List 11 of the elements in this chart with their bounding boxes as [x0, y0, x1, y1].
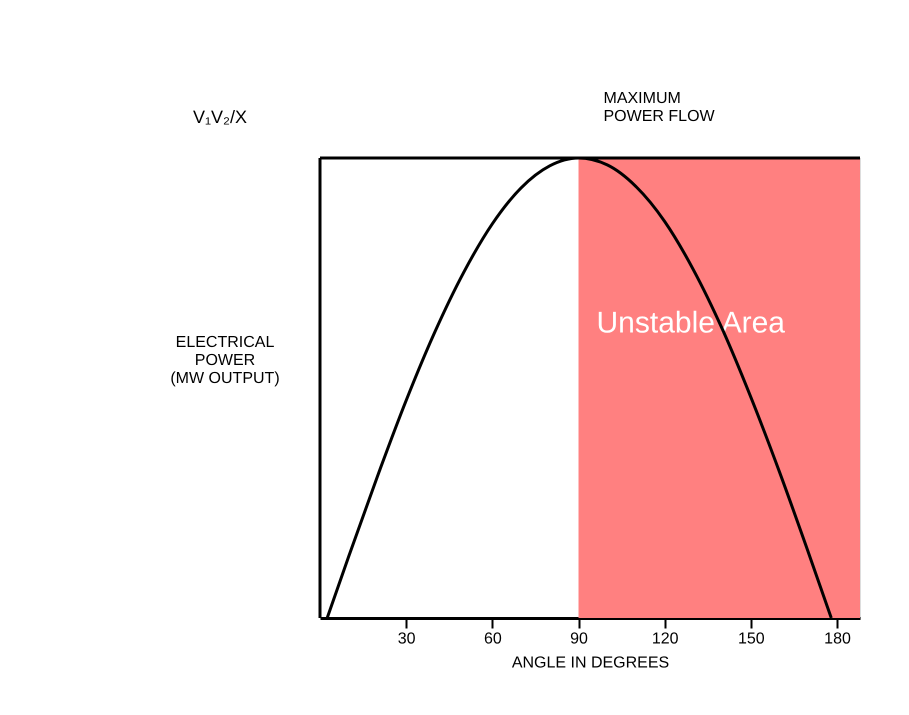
x-tick-label: 90: [570, 630, 588, 648]
x-axis-title: ANGLE IN DEGREES: [512, 654, 670, 672]
x-tick-label: 30: [398, 630, 416, 648]
ref-line-label: V₁V₂/X: [192, 107, 248, 127]
x-tick-label: 120: [652, 630, 679, 648]
annotation: MAXIMUM POWER FLOW: [604, 90, 716, 125]
x-tick-label: 150: [738, 630, 765, 648]
y-axis-title: ELECTRICAL POWER (MW OUTPUT): [170, 334, 280, 387]
band-label: Unstable Area: [596, 306, 786, 340]
x-tick-label: 60: [484, 630, 502, 648]
x-tick-label: 180: [824, 630, 851, 648]
